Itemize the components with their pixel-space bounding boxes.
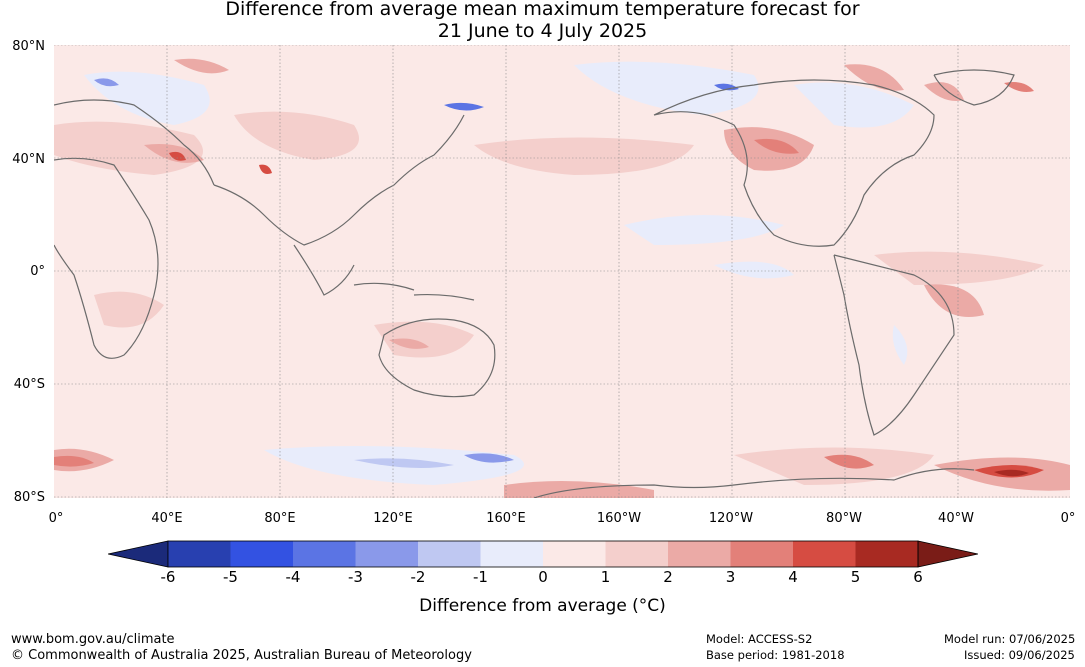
colorbar-segment [793, 541, 856, 567]
colorbar-tick-label: 5 [850, 568, 861, 586]
copyright-text: © Commonwealth of Australia 2025, Austra… [11, 648, 472, 663]
colorbar-segment [668, 541, 731, 567]
colorbar-tick-label: -1 [473, 568, 488, 586]
colorbar-tick-label: 3 [725, 568, 736, 586]
lon-label: 80°W [826, 511, 862, 526]
colorbar-tick-label: -5 [223, 568, 238, 586]
colorbar-segment [230, 541, 293, 567]
lat-label-40n: 40°N [12, 152, 45, 167]
temperature-anomaly-map [54, 45, 1070, 498]
lon-label: 160°W [596, 511, 642, 526]
graticule [54, 45, 1070, 498]
lon-label: 0° [1060, 511, 1076, 526]
lon-label: 80°E [264, 511, 296, 526]
colorbar-tick-label: -2 [410, 568, 426, 586]
colorbar-label: Difference from average (°C) [419, 596, 666, 616]
colorbar-segment [605, 541, 668, 567]
model-run-text: Model run: 07/06/2025 [944, 632, 1076, 646]
lat-label-40s: 40°S [13, 377, 45, 392]
lon-label: 0° [48, 511, 64, 526]
lat-label-80s: 80°S [13, 490, 45, 505]
colorbar-tick-label: -6 [160, 568, 176, 586]
colorbar-frame [167, 540, 919, 568]
colorbar-tick-label: 0 [538, 568, 548, 586]
colorbar-segment [168, 541, 231, 567]
colorbar-extend-low [108, 540, 169, 568]
map-title-line1: Difference from average mean maximum tem… [225, 0, 860, 20]
colorbar-tick-label: -3 [348, 568, 363, 586]
lat-label-80n: 80°N [12, 39, 45, 54]
colorbar-segment [293, 541, 356, 567]
colorbar-segment [855, 541, 918, 567]
map-title-line2: 21 June to 4 July 2025 [437, 20, 648, 42]
colorbar-extend-high [917, 540, 978, 568]
lon-label: 120°E [373, 511, 413, 526]
lon-label: 160°E [486, 511, 526, 526]
colorbar-segment [418, 541, 481, 567]
colorbar-segment [480, 541, 543, 567]
colorbar-tick-label: 2 [663, 568, 673, 586]
anomaly-shading [54, 58, 1070, 498]
lon-label: 40°W [938, 511, 974, 526]
base-period-text: Base period: 1981-2018 [706, 648, 845, 662]
colorbar-tick-label: -4 [285, 568, 301, 586]
colorbar-segment [730, 541, 793, 567]
lon-label: 40°E [151, 511, 183, 526]
colorbar-tick-label: 4 [788, 568, 798, 586]
lat-label-0: 0° [30, 264, 45, 279]
colorbar-segment [355, 541, 418, 567]
website-link[interactable]: www.bom.gov.au/climate [11, 632, 175, 647]
colorbar-segment [543, 541, 606, 567]
issued-text: Issued: 09/06/2025 [964, 648, 1075, 662]
coastlines [54, 69, 1015, 498]
model-text: Model: ACCESS-S2 [706, 632, 813, 646]
colorbar-tick-label: 1 [600, 568, 611, 586]
colorbar [108, 540, 978, 568]
lon-label: 120°W [708, 511, 754, 526]
colorbar-tick-label: 6 [913, 568, 923, 586]
